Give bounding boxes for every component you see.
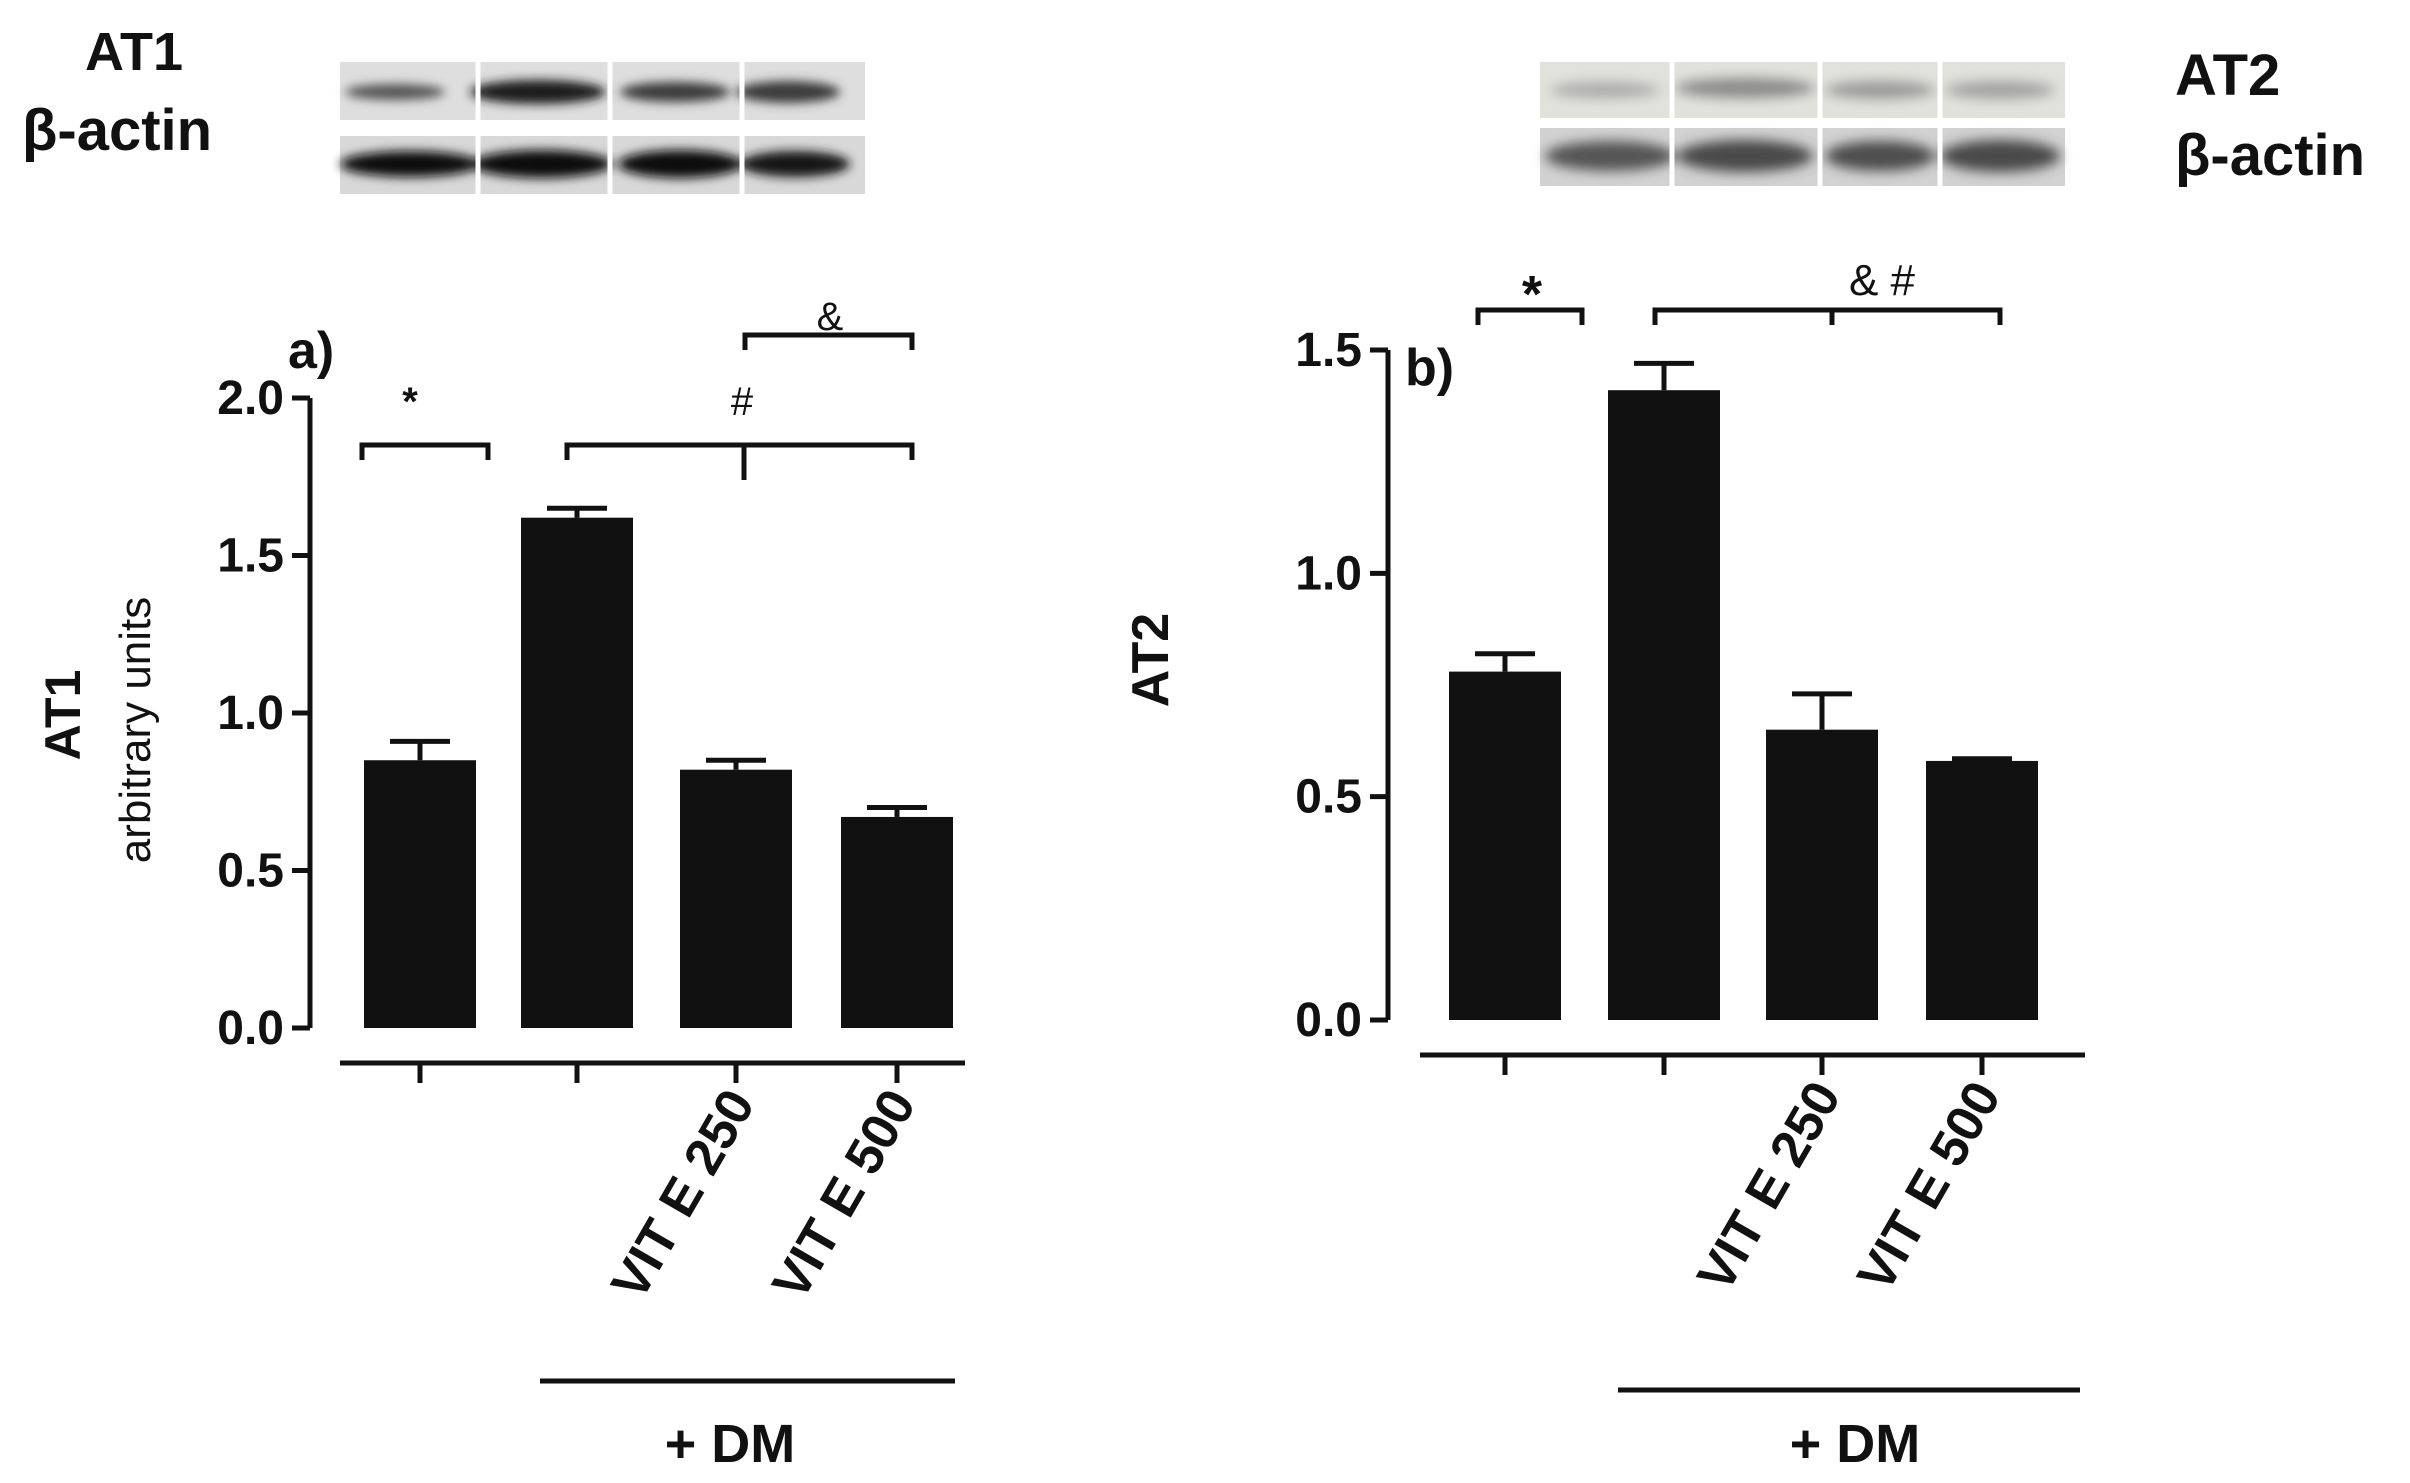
chart-a-y-tick-label: 2.0 [217,372,284,425]
chart-b-significance-bracket [1652,307,2003,325]
chart-b-y-tick-label: 1.0 [1295,547,1362,600]
chart-b-x-tick-label: VIT E 500 [1847,1072,2013,1301]
chart-a-group-label: + DM [665,1414,796,1474]
chart-b-sig-amp-hash: & # [1849,256,1916,305]
chart-a-significance-bracket [742,332,915,350]
chart-a-sig-amp: & [817,295,844,339]
chart-a-bar [521,517,633,1028]
blot-left-band [620,82,730,102]
chart-a-y-tick-label: 0.5 [217,845,284,898]
chart-b-bar [1766,729,1878,1020]
chart-a-y-tick-label: 1.5 [217,530,284,583]
chart-a-x-tick-label: VIT E 250 [601,1080,767,1309]
blot-right-band [1940,140,2060,172]
chart-b-ylabel: AT2 [1122,613,1180,707]
chart-a-sig-hash: # [731,380,754,424]
chart-a-sig-star: * [402,380,418,424]
blot-left-band [740,151,850,177]
blot-left-control-label: β-actin [22,98,212,163]
blot-right-protein-label: AT2 [2175,43,2280,108]
chart-a-panel-label: a) [288,322,334,380]
blot-left-band [618,150,742,178]
chart-b-bar [1449,671,1561,1020]
chart-b-bar [1608,390,1720,1020]
blot-left-band [340,151,480,177]
chart-a: a) AT1 arbitrary units 0.0 0.5 1.0 1.5 2.0 VI… [35,295,965,1474]
blot-right-band [1825,81,1935,99]
chart-b-y-tick-label: 0.0 [1295,994,1362,1047]
chart-a-ylabel-sub: arbitrary units [111,597,160,864]
blot-right-band [1945,81,2055,99]
chart-a-bar [364,760,476,1028]
blot-left-band [472,150,612,178]
chart-a-bar [680,769,792,1028]
chart-b-group-label: + DM [1790,1414,1921,1474]
chart-b-y-tick-label: 0.5 [1295,771,1362,824]
blot-right-band [1675,78,1815,98]
chart-a-bar [841,816,953,1028]
blot-left-protein-label: AT1 [85,22,183,82]
chart-a-y-tick-label: 1.0 [217,687,284,740]
blot-left-band [470,80,606,104]
chart-b-x-tick-label: VIT E 250 [1687,1072,1853,1301]
chart-b-panel-label: b) [1405,339,1454,397]
blot-right-band [1550,82,1660,98]
chart-b-bar [1926,760,2038,1020]
blot-right-band [1825,141,1935,171]
blot-right: AT2 β-actin [1540,43,2365,188]
chart-b-significance-bracket [1475,307,1585,325]
blot-right-band [1677,140,1813,172]
chart-a-significance-bracket [359,442,491,460]
chart-b-sig-star: * [1522,266,1543,324]
chart-a-x-tick-label: VIT E 500 [762,1080,928,1309]
chart-a-y-tick-label: 0.0 [217,1002,284,1055]
chart-a-ylabel: AT1 [35,670,91,761]
blot-right-control-label: β-actin [2175,123,2365,188]
blot-left-band [736,81,840,103]
blot-left: AT1 β-actin [22,22,865,196]
chart-b-y-tick-label: 1.5 [1295,324,1362,377]
chart-a-significance-bracket [564,442,915,480]
blot-right-band [1545,141,1675,171]
blot-left-band [345,84,445,100]
